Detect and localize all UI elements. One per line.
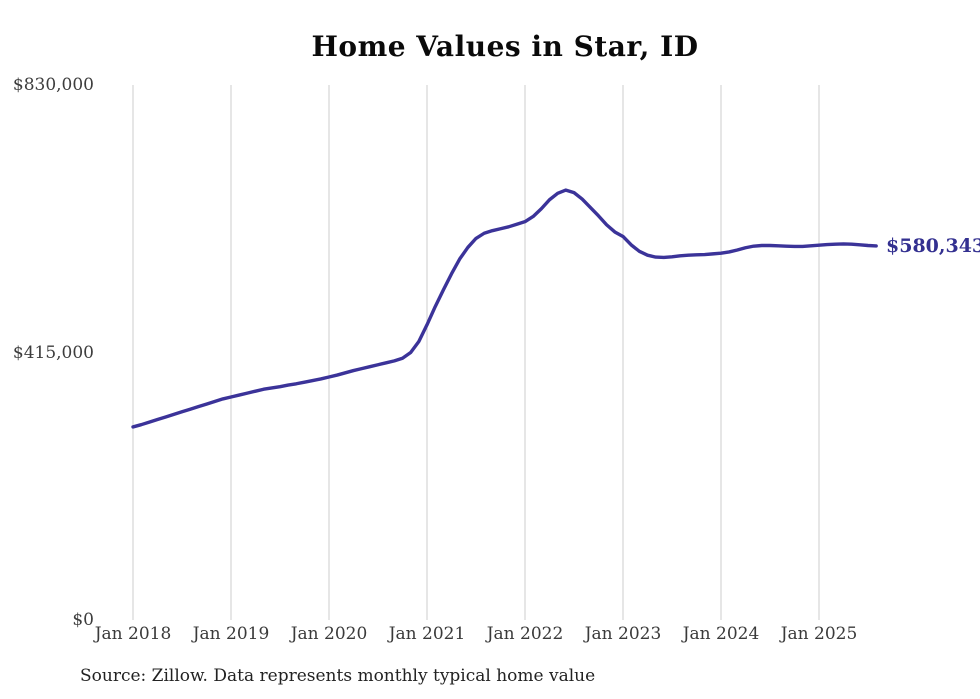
x-axis-label: Jan 2025 bbox=[780, 624, 858, 644]
y-axis-label: $830,000 bbox=[12, 75, 94, 95]
source-note: Source: Zillow. Data represents monthly … bbox=[80, 666, 596, 686]
x-axis-label: Jan 2019 bbox=[192, 624, 270, 644]
x-axis-label: Jan 2023 bbox=[584, 624, 662, 644]
home-value-series-line bbox=[131, 188, 878, 429]
y-axis-label: $0 bbox=[72, 610, 94, 630]
chart-title: Home Values in Star, ID bbox=[311, 30, 699, 63]
y-axis-label: $415,000 bbox=[12, 342, 94, 363]
x-axis-label: Jan 2024 bbox=[682, 624, 760, 644]
x-axis-label: Jan 2020 bbox=[290, 624, 368, 644]
x-axis-label: Jan 2022 bbox=[486, 624, 564, 644]
latest-value-label: $580,343 bbox=[886, 234, 980, 257]
x-axis-label: Jan 2018 bbox=[94, 624, 172, 644]
x-axis-label: Jan 2021 bbox=[388, 624, 466, 644]
